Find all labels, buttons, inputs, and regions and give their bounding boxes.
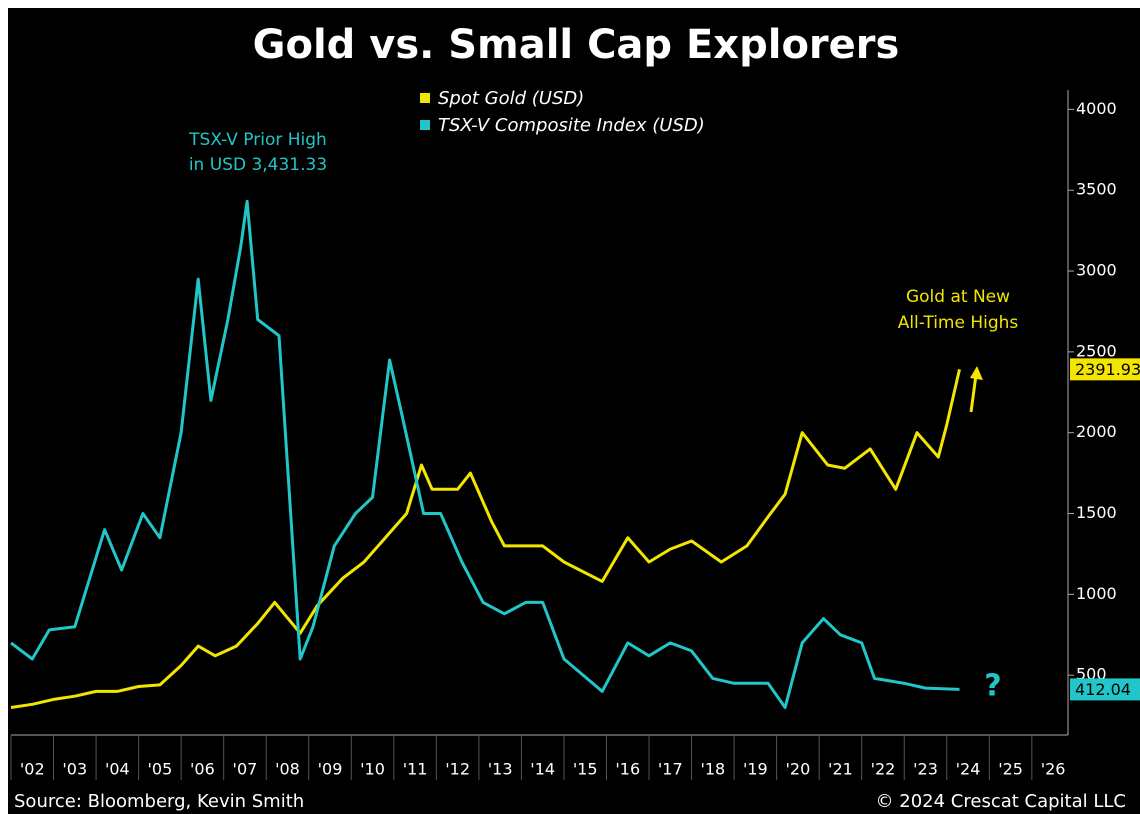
x-tick-label: '17: [658, 760, 683, 779]
x-tick-label: '08: [275, 760, 300, 779]
line: [10, 199, 960, 709]
x-tick-label: '05: [147, 760, 172, 779]
annotation: TSX-V Prior High: [188, 130, 327, 150]
copyright: © 2024 Crescat Capital LLC: [876, 791, 1126, 812]
x-tick-label: '04: [105, 760, 130, 779]
legend-swatch: [420, 93, 430, 103]
source: Source: Bloomberg, Kevin Smith: [14, 791, 304, 812]
x-tick-label: '13: [488, 760, 513, 779]
annotation-arrowhead: [970, 366, 983, 380]
last-value-label: 412.04: [1075, 680, 1131, 699]
x-tick-label: '03: [62, 760, 87, 779]
x-tick-label: '21: [828, 760, 853, 779]
x-tick-label: '20: [786, 760, 811, 779]
x-tick-label: '06: [190, 760, 215, 779]
x-tick-label: '24: [956, 760, 981, 779]
line: [10, 368, 961, 709]
x-tick-label: '23: [913, 760, 938, 779]
legend-label: Spot Gold (USD): [438, 88, 584, 109]
x-tick-label: '25: [998, 760, 1023, 779]
x-tick-label: '09: [318, 760, 343, 779]
last-value-box: [1070, 358, 1140, 381]
x-tick-label: '14: [530, 760, 555, 779]
x-tick-label: '02: [20, 760, 45, 779]
x-tick-label: '10: [360, 760, 385, 779]
x-tick-label: '22: [871, 760, 896, 779]
y-tick-label: 2000: [1076, 422, 1117, 441]
annotation: All-Time Highs: [898, 313, 1019, 333]
x-tick-label: '26: [1041, 760, 1066, 779]
y-tick-label: 3000: [1076, 261, 1117, 280]
annotation: in USD 3,431.33: [189, 155, 327, 175]
y-tick-label: 4000: [1076, 99, 1117, 118]
x-tick-label: '12: [445, 760, 470, 779]
last-value-label: 2391.93: [1075, 360, 1140, 379]
x-tick-label: '19: [743, 760, 768, 779]
x-tick-label: '18: [700, 760, 725, 779]
legend-swatch: [420, 120, 430, 130]
last-value-box: [1070, 678, 1140, 701]
y-tick-label: 2500: [1076, 341, 1117, 360]
x-tick-label: '07: [233, 760, 258, 779]
annotation: Gold at New: [906, 287, 1010, 307]
chart-title: Gold vs. Small Cap Explorers: [253, 22, 900, 68]
x-tick-label: '11: [403, 760, 428, 779]
x-tick-label: '15: [573, 760, 598, 779]
annotation: ?: [984, 669, 1001, 704]
y-tick-label: 1500: [1076, 503, 1117, 522]
legend-label: TSX-V Composite Index (USD): [438, 115, 705, 136]
annotation-arrow: [969, 374, 978, 413]
x-tick-label: '16: [615, 760, 640, 779]
y-tick-label: 1000: [1076, 584, 1117, 603]
y-tick-label: 3500: [1076, 180, 1117, 199]
